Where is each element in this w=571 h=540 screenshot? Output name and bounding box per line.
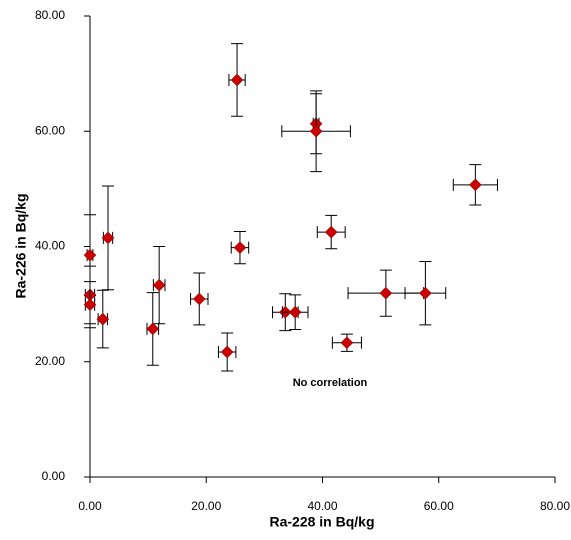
x-tick-label: 20.00 (191, 499, 221, 513)
marker (233, 241, 247, 255)
marker (288, 305, 302, 319)
marker (309, 124, 323, 138)
y-tick-label: 60.00 (35, 123, 65, 137)
marker (152, 278, 166, 292)
x-axis-title: Ra-228 in Bq/kg (269, 514, 374, 530)
marker (469, 178, 482, 192)
marker (379, 286, 393, 300)
marker (192, 292, 206, 306)
y-tick-label: 0.00 (42, 469, 66, 483)
marker (83, 298, 97, 312)
y-tick-label: 20.00 (35, 354, 65, 368)
annotation: No correlation (293, 377, 368, 389)
y-tick-label: 40.00 (35, 239, 65, 253)
y-tick-label: 80.00 (35, 8, 65, 22)
marker (419, 286, 432, 300)
marker (101, 231, 115, 245)
x-tick-label: 80.00 (540, 499, 570, 513)
marker (146, 322, 160, 336)
marker (340, 336, 354, 350)
marker (96, 312, 110, 326)
marker (324, 225, 338, 239)
marker (230, 73, 244, 87)
marker (83, 248, 97, 262)
y-axis-title: Ra-226 in Bq/kg (13, 193, 29, 298)
marker (220, 345, 234, 359)
x-tick-label: 0.00 (78, 499, 102, 513)
x-tick-label: 40.00 (307, 499, 337, 513)
x-tick-label: 60.00 (424, 499, 454, 513)
